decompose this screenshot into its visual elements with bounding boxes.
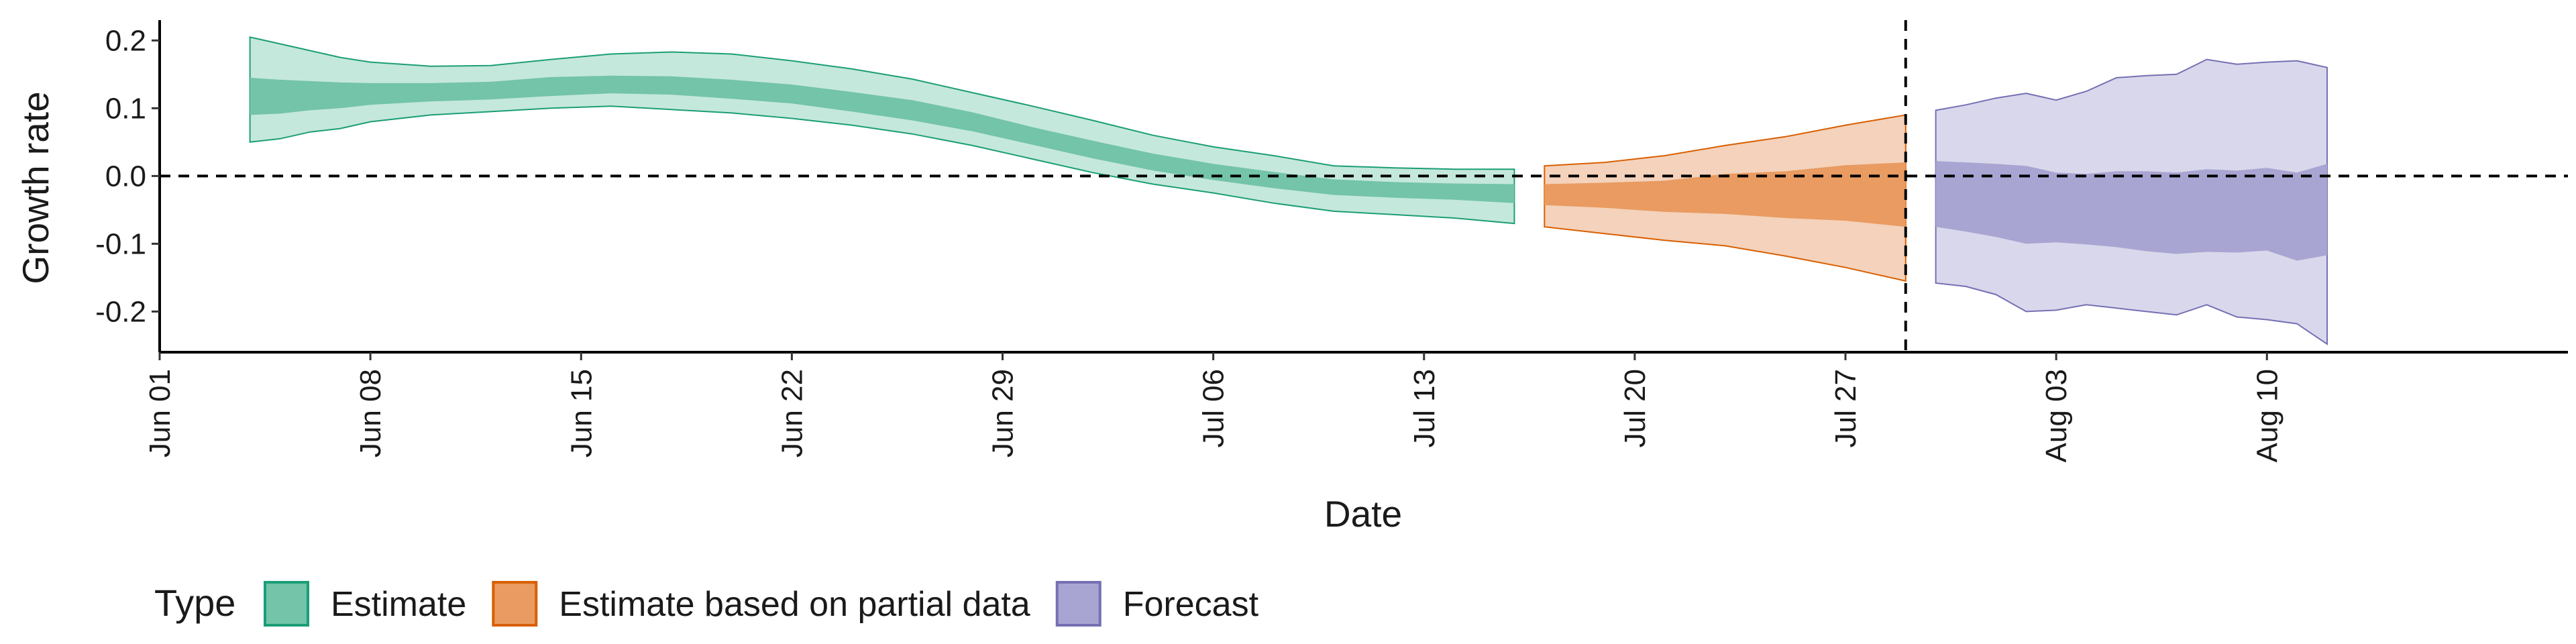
y-axis-title: Growth rate bbox=[15, 91, 56, 284]
x-tick-label: Jun 15 bbox=[565, 369, 598, 458]
y-tick-label: 0.1 bbox=[105, 92, 146, 125]
y-tick-label: -0.1 bbox=[95, 227, 146, 260]
band-inner-forecast bbox=[1935, 161, 2327, 261]
band-inner-estimate-based-on-partial-data bbox=[1544, 162, 1906, 227]
x-tick-label: Aug 10 bbox=[2251, 369, 2284, 462]
legend-label: Estimate based on partial data bbox=[559, 585, 1030, 624]
y-tick-label: 0.2 bbox=[105, 24, 146, 57]
x-axis-title: Date bbox=[1324, 493, 1402, 535]
x-tick-label: Jun 01 bbox=[144, 369, 176, 458]
x-tick-label: Aug 03 bbox=[2040, 369, 2073, 462]
legend-swatch bbox=[492, 581, 538, 627]
y-tick-label: 0.0 bbox=[105, 160, 146, 193]
legend-item-estimate: Estimate bbox=[264, 581, 466, 627]
legend-item-estimate-based-on-partial-data: Estimate based on partial data bbox=[492, 581, 1030, 627]
legend-item-forecast: Forecast bbox=[1055, 581, 1259, 627]
legend-label: Estimate bbox=[331, 585, 466, 624]
reference-lines bbox=[160, 20, 2568, 352]
series-forecast bbox=[1935, 58, 2328, 345]
series-estimate-based-on-partial-data bbox=[1544, 114, 1907, 282]
x-tick-label: Jul 27 bbox=[1829, 369, 1862, 447]
x-tick-label: Jul 06 bbox=[1197, 369, 1230, 447]
axes: 0.2 0.1 0.0 -0.1 -0.2 Jun 01 Jun 08 Jun 15 Jun 2… bbox=[95, 20, 2568, 462]
y-tick-label: -0.2 bbox=[95, 295, 146, 328]
legend: Type Estimate Estimate based on partial da… bbox=[154, 581, 1259, 627]
x-tick-label: Jun 29 bbox=[987, 369, 1020, 458]
band-inner-estimate bbox=[250, 75, 1515, 203]
x-tick-label: Jun 08 bbox=[354, 369, 387, 458]
legend-swatch bbox=[264, 581, 309, 627]
legend-title: Type bbox=[154, 582, 235, 624]
legend-label: Forecast bbox=[1123, 585, 1259, 624]
x-tick-label: Jul 20 bbox=[1619, 369, 1652, 447]
legend-swatch bbox=[1055, 581, 1102, 627]
x-tick-label: Jul 13 bbox=[1408, 369, 1441, 447]
x-tick-label: Jun 22 bbox=[775, 369, 808, 458]
